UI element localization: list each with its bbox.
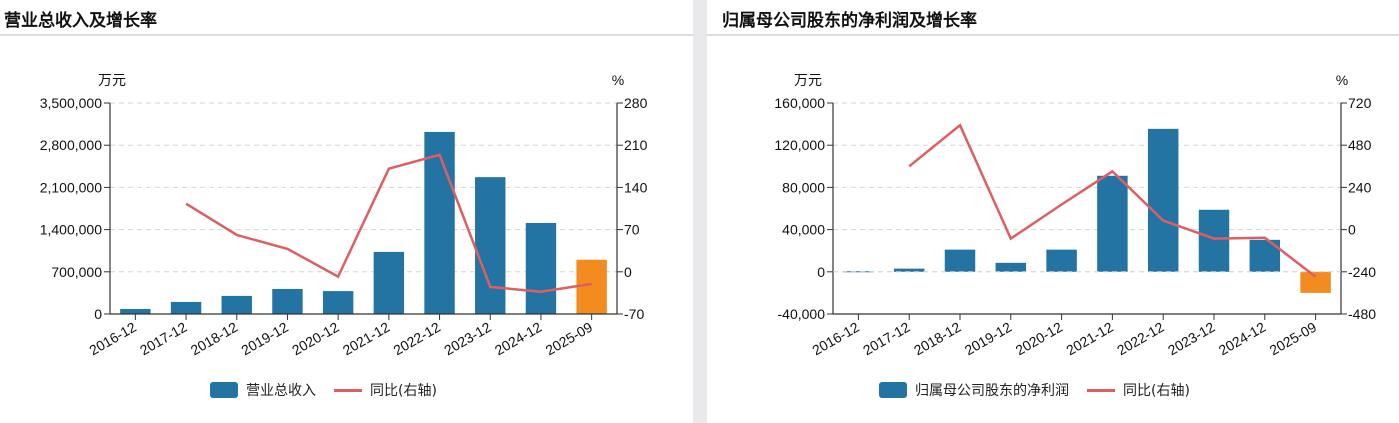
left-tick-label: 2,100,000 — [40, 179, 102, 195]
left-tick-label: 160,000 — [774, 95, 825, 111]
left-tick-label: 2,800,000 — [40, 137, 102, 153]
x-tick-label: 2020-12 — [289, 319, 342, 359]
legend-bar-label[interactable]: 营业总收入 — [246, 383, 316, 399]
right-tick-label: -480 — [1348, 306, 1376, 322]
left-tick-label: 0 — [817, 264, 825, 280]
x-tick-label: 2023-12 — [1165, 319, 1218, 359]
bar-2019-12[interactable] — [272, 288, 303, 314]
right-tick-label: 280 — [624, 95, 648, 111]
x-tick-label: 2019-12 — [962, 319, 1015, 359]
right-tick-label: 70 — [624, 222, 640, 238]
legend-line-label[interactable]: 同比(右轴) — [1123, 383, 1190, 399]
bar-2016-12[interactable] — [120, 308, 151, 314]
right-tick-label: 140 — [624, 179, 648, 195]
bar-2017-12[interactable] — [170, 301, 202, 314]
left-tick-label: 0 — [94, 306, 102, 322]
x-tick-label: 2024-12 — [492, 319, 545, 359]
legend-bar-swatch[interactable] — [210, 382, 238, 398]
left-tick-label: 1,400,000 — [40, 222, 102, 238]
right-tick-label: -240 — [1348, 264, 1376, 280]
title-divider — [0, 34, 693, 36]
bar-2019-12[interactable] — [995, 262, 1027, 272]
bar-2022-12[interactable] — [1147, 128, 1179, 272]
bar-2018-12[interactable] — [944, 249, 976, 272]
left-tick-label: 120,000 — [774, 137, 825, 153]
bar-2021-12[interactable] — [373, 251, 405, 314]
right-unit-label: % — [612, 72, 624, 88]
right-tick-label: 480 — [1348, 137, 1372, 153]
x-tick-label: 2018-12 — [188, 319, 241, 359]
x-tick-label: 2017-12 — [137, 319, 190, 359]
x-tick-label: 2024-12 — [1216, 319, 1269, 359]
revenue-chart: 万元 % 0 700,000 1,400,000 2,100,000 2,800,000 3,… — [40, 72, 648, 359]
x-tick-label: 2016-12 — [86, 319, 139, 359]
net-profit-chart: 万元 % -40,000 0 40,000 80,000 120,000 160,000 -48… — [774, 72, 1376, 359]
legend-line-label[interactable]: 同比(右轴) — [370, 383, 437, 399]
bar-2025-09[interactable] — [1300, 271, 1331, 293]
right-tick-label: 0 — [1348, 222, 1356, 238]
bar-2020-12[interactable] — [1046, 249, 1077, 272]
left-unit-label: 万元 — [794, 72, 822, 88]
bar-2021-12[interactable] — [1097, 175, 1128, 272]
right-tick-label: 720 — [1348, 95, 1372, 111]
x-tick-label: 2017-12 — [860, 319, 913, 359]
legend-bar-label[interactable]: 归属母公司股东的净利润 — [915, 383, 1069, 399]
net-profit-chart-panel: 归属母公司股东的净利润及增长率 万元% -40,000 0 40,000 80,000 1… — [707, 0, 1399, 423]
bar-2016-12[interactable] — [843, 271, 874, 273]
right-tick-label: 210 — [624, 137, 648, 153]
bar-2023-12[interactable] — [1198, 209, 1230, 272]
x-tick-label: 2019-12 — [238, 319, 291, 359]
yoy-growth-line[interactable] — [908, 123, 1317, 278]
x-tick-label: 2021-12 — [1063, 319, 1116, 359]
bar-2020-12[interactable] — [322, 291, 354, 314]
bar-2018-12[interactable] — [221, 295, 252, 314]
yoy-growth-line[interactable] — [185, 153, 592, 293]
legend-line-swatch[interactable] — [1087, 388, 1115, 392]
left-tick-label: -40,000 — [778, 306, 826, 322]
x-tick-label: 2020-12 — [1013, 319, 1066, 359]
x-tick-label: 2016-12 — [809, 319, 862, 359]
x-tick-label: 2022-12 — [1114, 319, 1167, 359]
chart-legend: 归属母公司股东的净利润 同比(右轴) — [879, 380, 1190, 400]
panel-gap — [693, 0, 707, 423]
legend-bar-swatch[interactable] — [879, 382, 907, 398]
chart-legend: 营业总收入 同比(右轴) — [210, 380, 437, 400]
x-tick-label: 2018-12 — [911, 319, 964, 359]
revenue-chart-panel: 营业总收入及增长率 万元% 0 700,000 1,400,000 2,100,000 2… — [0, 0, 693, 423]
bar-2025-09[interactable] — [576, 259, 607, 314]
left-unit-label: 万元 — [98, 72, 126, 88]
x-tick-label: 2025-09 — [1267, 319, 1320, 359]
left-tick-label: 3,500,000 — [40, 95, 102, 111]
x-tick-label: 2023-12 — [441, 319, 494, 359]
x-tick-label: 2021-12 — [340, 319, 393, 359]
title-divider — [707, 34, 1399, 36]
bar-2022-12[interactable] — [424, 131, 455, 314]
left-tick-label: 700,000 — [51, 264, 102, 280]
chart-title: 归属母公司股东的净利润及增长率 — [722, 11, 977, 31]
x-tick-label: 2022-12 — [391, 319, 444, 359]
right-unit-label: % — [1336, 72, 1348, 88]
bar-2023-12[interactable] — [475, 177, 506, 314]
chart-title: 营业总收入及增长率 — [4, 11, 157, 31]
right-tick-label: 0 — [624, 264, 632, 280]
x-tick-label: 2025-09 — [543, 319, 596, 359]
left-tick-label: 80,000 — [782, 179, 825, 195]
bar-2024-12[interactable] — [525, 222, 557, 314]
bar-2017-12[interactable] — [893, 268, 925, 272]
right-tick-label: 240 — [1348, 179, 1372, 195]
left-tick-label: 40,000 — [782, 222, 825, 238]
right-tick-label: -70 — [624, 306, 644, 322]
legend-line-swatch[interactable] — [334, 388, 362, 392]
